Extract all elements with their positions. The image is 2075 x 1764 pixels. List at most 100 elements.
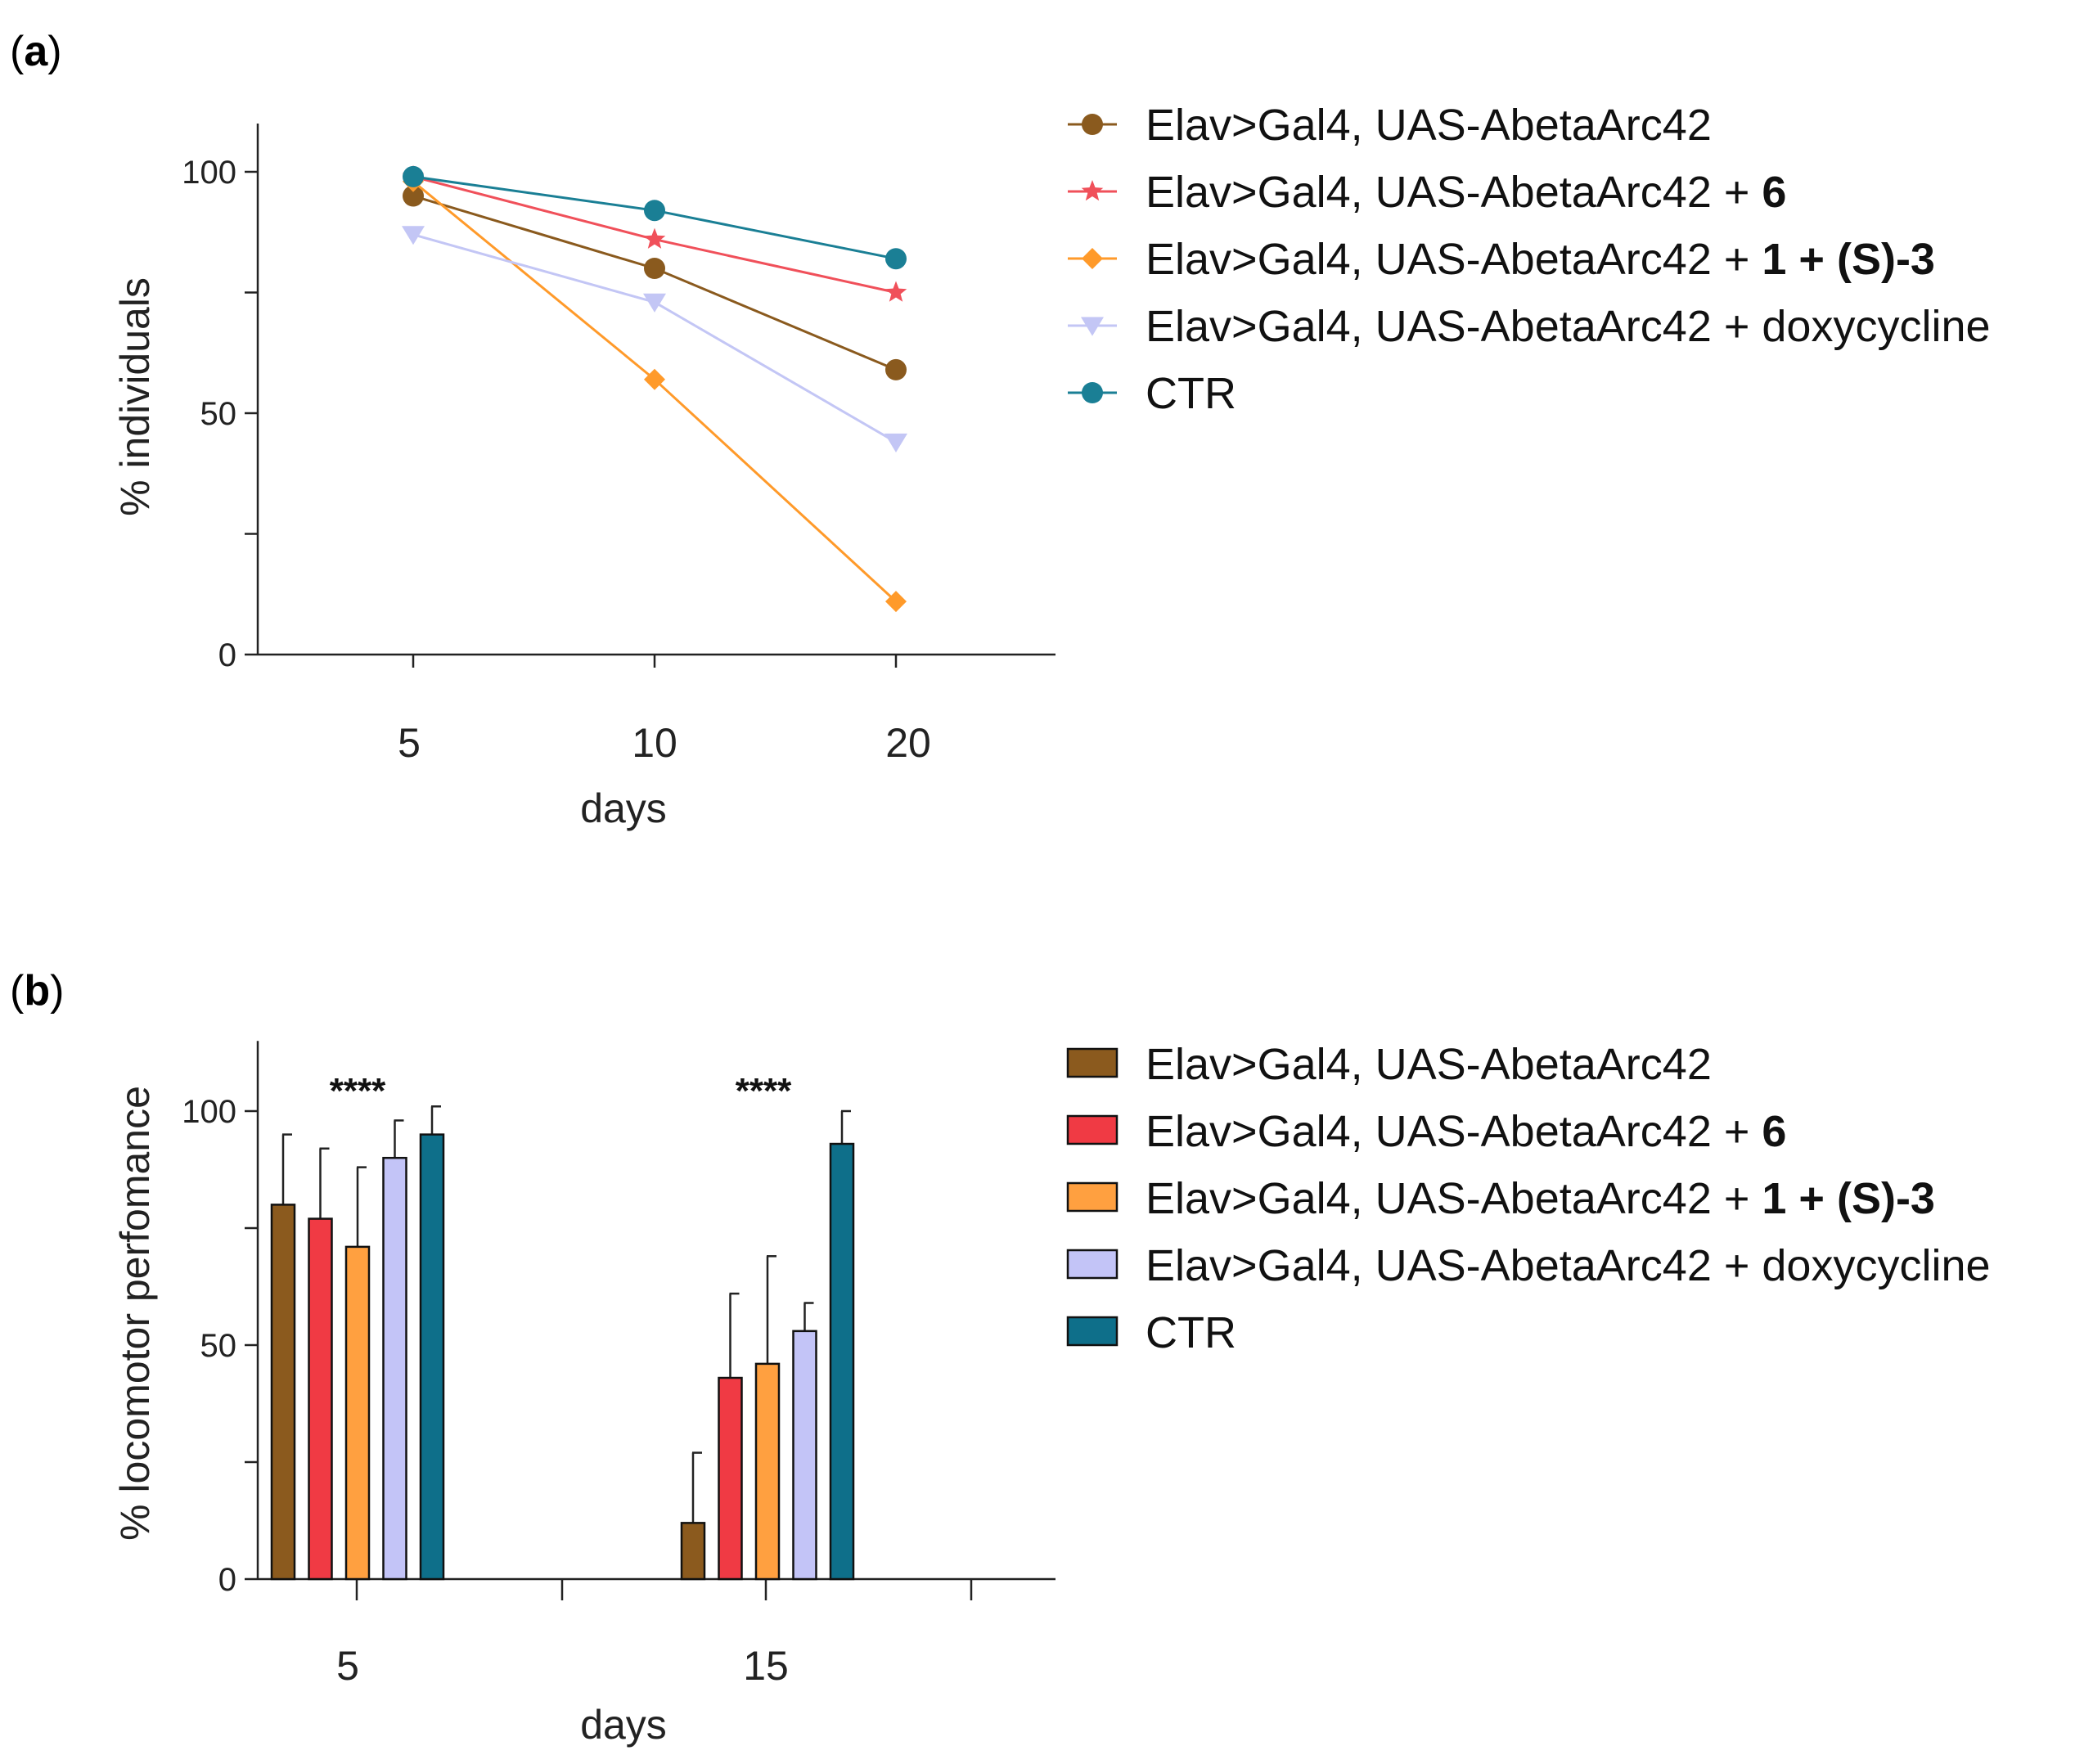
x-tick-label: 20 — [885, 720, 931, 766]
data-point — [644, 200, 665, 222]
x-tick-label: 15 — [743, 1643, 789, 1689]
y-tick-label: 100 — [182, 155, 236, 191]
panel-b-label: (b) — [10, 967, 64, 1015]
bar — [718, 1376, 743, 1581]
y-tick-label: 100 — [182, 1094, 236, 1130]
legend-label: Elav>Gal4, UAS-AbetaArc42 — [1146, 101, 1712, 150]
series-3 — [402, 226, 907, 452]
chart-a-series — [402, 164, 907, 613]
chart-b-x-axis-title: days — [580, 1702, 667, 1748]
significance-marker: **** — [330, 1071, 386, 1111]
bar-group — [308, 1147, 333, 1581]
data-point — [885, 248, 907, 270]
legend-label: Elav>Gal4, UAS-AbetaArc42 + 6 — [1146, 1107, 1786, 1156]
bar — [754, 1362, 781, 1581]
bar — [829, 1142, 855, 1581]
bar — [792, 1330, 817, 1581]
chart-a-x-axis-title: days — [580, 785, 667, 831]
data-point — [884, 281, 907, 302]
chart-b-y-axis-title: % locomotor perfomance — [112, 1086, 158, 1541]
legend-marker — [1082, 382, 1103, 403]
legend-label-name: Elav>Gal4, UAS-AbetaArc42 + — [1146, 168, 1762, 217]
legend-label-suffix: 1 + (S)-3 — [1762, 235, 1935, 284]
legend-label-name: CTR — [1146, 1308, 1236, 1357]
data-point — [643, 227, 666, 249]
bar — [270, 1204, 296, 1581]
legend-label: Elav>Gal4, UAS-AbetaArc42 + 1 + (S)-3 — [1146, 1174, 1935, 1223]
legend-label-suffix: 1 + (S)-3 — [1762, 1174, 1935, 1223]
series-line — [412, 195, 897, 371]
bar — [680, 1522, 706, 1581]
legend-label-name: Elav>Gal4, UAS-AbetaArc42 + — [1146, 1107, 1762, 1156]
bar-group — [754, 1255, 781, 1581]
data-point — [884, 433, 907, 452]
legend-label: Elav>Gal4, UAS-AbetaArc42 + doxycycline — [1146, 1241, 1991, 1290]
chart-b-tick-labels: 0 50 100 5 15 — [182, 1094, 789, 1689]
legend-label: Elav>Gal4, UAS-AbetaArc42 + 6 — [1146, 168, 1786, 217]
chart-b-locomotor: 0 50 100 5 15 **** **** % locomotor perfomanc… — [112, 1040, 1991, 1748]
legend-label: CTR — [1146, 369, 1236, 418]
bar — [382, 1156, 407, 1581]
bar — [419, 1133, 445, 1581]
legend-label-name: Elav>Gal4, UAS-AbetaArc42 — [1146, 1040, 1712, 1089]
chart-b-significance: **** **** — [330, 1071, 792, 1111]
data-point — [644, 368, 665, 390]
data-point — [403, 185, 424, 207]
bar-group — [382, 1119, 407, 1581]
data-point — [644, 258, 665, 279]
legend-swatch — [1066, 1114, 1119, 1145]
legend-marker — [1082, 248, 1103, 269]
y-tick-label: 50 — [200, 1328, 237, 1364]
bar-group — [680, 1451, 706, 1581]
bar — [344, 1245, 371, 1581]
legend-label: Elav>Gal4, UAS-AbetaArc42 + 1 + (S)-3 — [1146, 235, 1935, 284]
x-tick-label: 5 — [398, 720, 421, 766]
chart-a-legend: Elav>Gal4, UAS-AbetaArc42 Elav>Gal4, UAS-… — [1068, 101, 1991, 418]
series-4 — [403, 165, 907, 270]
data-point — [643, 293, 666, 313]
legend-label-name: Elav>Gal4, UAS-AbetaArc42 + doxycycline — [1146, 1241, 1991, 1290]
series-2 — [403, 170, 907, 613]
data-point — [403, 165, 424, 187]
series-0 — [403, 185, 907, 380]
bar-group — [270, 1133, 296, 1581]
legend-label-name: CTR — [1146, 369, 1236, 418]
legend-label: CTR — [1146, 1308, 1236, 1357]
y-tick-label: 0 — [218, 637, 236, 673]
data-point — [885, 358, 907, 380]
chart-a-tick-labels: 0 50 100 5 10 20 — [182, 155, 931, 766]
legend-label-name: Elav>Gal4, UAS-AbetaArc42 + — [1146, 235, 1762, 284]
legend-swatch — [1066, 1047, 1119, 1078]
bar-group — [792, 1302, 817, 1581]
chart-a-axes — [245, 124, 1056, 668]
chart-b-bars — [270, 1105, 855, 1581]
panel-a-label: (a) — [10, 28, 62, 75]
legend-label-suffix: 6 — [1762, 168, 1786, 217]
legend-marker — [1081, 180, 1104, 201]
significance-marker: **** — [736, 1071, 792, 1111]
legend-label-suffix: 6 — [1762, 1107, 1786, 1156]
legend-label-name: Elav>Gal4, UAS-AbetaArc42 + doxycycline — [1146, 302, 1991, 351]
chart-a-survival: 0 50 100 5 10 20 % individuals days Elav>Gal4… — [112, 101, 1991, 831]
legend-swatch — [1066, 1316, 1119, 1347]
bar-group — [829, 1109, 855, 1581]
bar-group — [344, 1166, 371, 1581]
data-point — [885, 591, 907, 613]
chart-a-y-axis-title: % individuals — [112, 277, 158, 516]
data-point — [402, 226, 425, 245]
y-tick-label: 0 — [218, 1562, 236, 1598]
bar-group — [419, 1105, 445, 1581]
bar — [308, 1217, 333, 1581]
legend-label: Elav>Gal4, UAS-AbetaArc42 + doxycycline — [1146, 302, 1991, 351]
x-tick-label: 10 — [632, 720, 677, 766]
legend-marker — [1081, 317, 1104, 336]
legend-swatch — [1066, 1249, 1119, 1280]
legend-label-name: Elav>Gal4, UAS-AbetaArc42 — [1146, 101, 1712, 150]
panel-b-letter: b — [24, 967, 50, 1015]
legend-marker — [1082, 114, 1103, 135]
legend-label-name: Elav>Gal4, UAS-AbetaArc42 + — [1146, 1174, 1762, 1223]
x-tick-label: 5 — [336, 1643, 359, 1689]
legend-label: Elav>Gal4, UAS-AbetaArc42 — [1146, 1040, 1712, 1089]
legend-swatch — [1066, 1181, 1119, 1213]
